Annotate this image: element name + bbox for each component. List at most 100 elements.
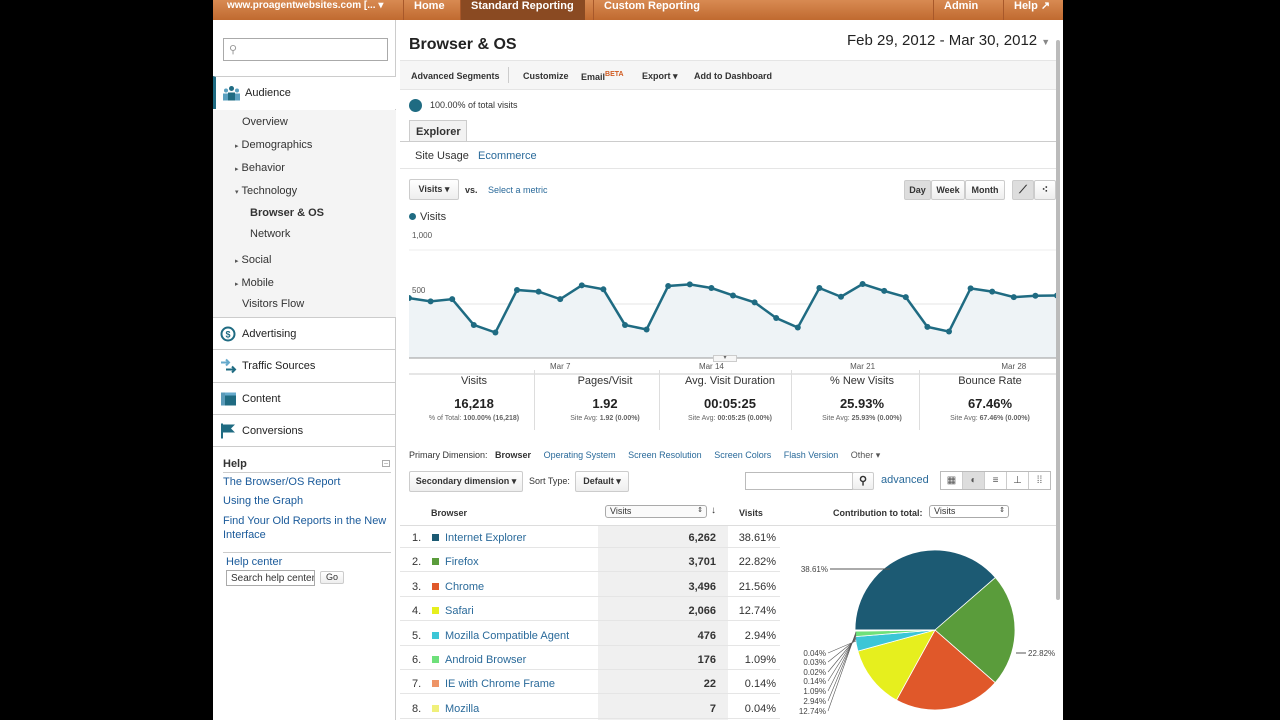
sidebar-item-browser-os[interactable]: Browser & OS (250, 207, 324, 219)
sort-type-dropdown[interactable]: Default ▾ (575, 471, 629, 492)
table-row[interactable]: 2. Firefox 3,701 22.82% (400, 550, 780, 573)
dimension-screen-colors[interactable]: Screen Colors (714, 450, 772, 460)
table-row[interactable]: 7. IE with Chrome Frame 22 0.14% (400, 672, 780, 695)
nav-admin[interactable]: Admin (933, 0, 991, 20)
pie-slice[interactable] (854, 549, 996, 631)
data-point[interactable] (622, 321, 628, 328)
help-link-old-reports[interactable]: Find Your Old Reports in the New Interfa… (223, 515, 387, 541)
nav-custom-reporting[interactable]: Custom Reporting (593, 0, 710, 20)
data-point[interactable] (427, 298, 434, 305)
dimension-screen-resolution[interactable]: Screen Resolution (628, 450, 702, 460)
nav-help[interactable]: Help ↗ (1003, 0, 1060, 20)
data-point[interactable] (578, 282, 585, 289)
sidebar-item-mobile[interactable]: ▸ Mobile (235, 277, 274, 289)
table-search-input[interactable] (745, 472, 853, 490)
pie-view-icon[interactable]: ◐ (963, 472, 985, 489)
browser-link[interactable]: Android Browser (445, 654, 527, 666)
motion-chart-icon[interactable]: ⁖ (1034, 180, 1056, 200)
data-point[interactable] (902, 294, 909, 301)
date-range-picker[interactable]: Feb 29, 2012 - Mar 30, 2012 ▼ (847, 32, 1050, 49)
sort-desc-arrow-icon[interactable]: ↓ (711, 505, 716, 516)
data-point[interactable] (535, 288, 542, 295)
week-button[interactable]: Week (931, 180, 965, 200)
sidebar-item-audience[interactable]: Audience (213, 76, 396, 109)
data-point[interactable] (730, 292, 736, 299)
sidebar-item-social[interactable]: ▸ Social (235, 254, 271, 266)
data-point[interactable] (409, 295, 412, 302)
data-point[interactable] (773, 315, 780, 322)
table-view-icon[interactable]: ▦ (941, 472, 963, 489)
table-row[interactable]: 3. Chrome 3,496 21.56% (400, 575, 780, 597)
nav-home[interactable]: Home (403, 0, 455, 20)
data-point[interactable] (946, 328, 952, 335)
browser-link[interactable]: Mozilla (445, 702, 480, 715)
browser-link[interactable]: IE with Chrome Frame (445, 678, 556, 691)
advanced-filter-link[interactable]: advanced (881, 474, 929, 486)
data-point[interactable] (643, 326, 650, 333)
performance-view-icon[interactable]: ≡ (985, 472, 1007, 489)
sidebar-item-advertising[interactable]: $ Advertising (213, 317, 396, 349)
scrollbar[interactable] (1056, 40, 1060, 600)
sidebar-item-overview[interactable]: Overview (242, 116, 288, 128)
data-point[interactable] (751, 299, 758, 306)
data-point[interactable] (1032, 292, 1039, 299)
contribution-select[interactable]: Visits ⇕ (929, 505, 1009, 518)
data-point[interactable] (514, 286, 520, 293)
email-button[interactable]: EmailBETA (581, 71, 624, 82)
table-row[interactable]: 6. Android Browser 176 1.09% (400, 648, 780, 670)
sidebar-item-traffic-sources[interactable]: Traffic Sources (213, 349, 396, 382)
customize-button[interactable]: Customize (523, 71, 569, 81)
dimension-operating-system[interactable]: Operating System (543, 450, 616, 460)
help-search-input[interactable]: Search help center (226, 570, 315, 586)
browser-link[interactable]: Safari (445, 605, 474, 618)
pie-slice[interactable] (895, 629, 996, 711)
tab-site-usage[interactable]: Site Usage (415, 150, 469, 162)
pie-slice[interactable] (934, 576, 1016, 684)
chart-resize-handle[interactable]: ▾ (713, 355, 737, 362)
pie-slice[interactable] (857, 629, 936, 701)
data-point[interactable] (989, 288, 996, 295)
column-header-browser[interactable]: Browser (431, 508, 468, 518)
table-row[interactable]: 8. Mozilla 7 0.04% (400, 697, 780, 719)
browser-link[interactable]: Mozilla Compatible Agent (445, 629, 570, 642)
tab-ecommerce[interactable]: Ecommerce (478, 150, 537, 162)
dimension-flash-version[interactable]: Flash Version (783, 450, 839, 460)
data-point[interactable] (449, 296, 456, 303)
sidebar-search-input[interactable]: ⚲ (223, 38, 388, 61)
table-row[interactable]: 1. Internet Explorer 6,262 38.61% (400, 526, 780, 548)
data-point[interactable] (686, 281, 693, 288)
sidebar-item-visitors-flow[interactable]: Visitors Flow (242, 298, 305, 310)
browser-link[interactable]: Internet Explorer (445, 532, 527, 544)
data-point[interactable] (492, 329, 499, 336)
dimension-other-dropdown[interactable]: Other ▾ (850, 450, 881, 460)
data-point[interactable] (557, 296, 564, 303)
add-to-dashboard-button[interactable]: Add to Dashboard (694, 71, 772, 81)
day-button[interactable]: Day (904, 180, 931, 200)
nav-standard-reporting[interactable]: Standard Reporting (460, 0, 585, 20)
line-chart-icon[interactable]: ⟋ (1012, 180, 1034, 200)
data-point[interactable] (859, 281, 866, 288)
data-point[interactable] (794, 324, 801, 331)
visits-column-select[interactable]: Visits ⇕ (605, 505, 707, 518)
select-metric-link[interactable]: Select a metric (488, 185, 548, 195)
table-row[interactable]: 4. Safari 2,066 12.74% (400, 599, 780, 622)
collapse-icon[interactable]: − (382, 459, 390, 468)
help-link-using-graph[interactable]: Using the Graph (223, 495, 304, 507)
sidebar-item-network[interactable]: Network (250, 228, 291, 240)
data-point[interactable] (924, 323, 931, 330)
data-point[interactable] (838, 293, 844, 300)
browser-link[interactable]: Firefox (445, 556, 479, 569)
sidebar-item-technology[interactable]: ▾ Technology (235, 185, 297, 197)
data-point[interactable] (816, 285, 823, 292)
data-point[interactable] (881, 287, 888, 294)
sidebar-item-behavior[interactable]: ▸ Behavior (235, 162, 285, 174)
data-point[interactable] (470, 321, 477, 328)
browser-link[interactable]: Chrome (445, 580, 485, 593)
visits-line-chart[interactable]: Mar 7 Mar 14 Mar 21 Mar 28 (409, 225, 1058, 377)
export-button[interactable]: Export ▾ (642, 71, 678, 81)
help-center-link[interactable]: Help center (226, 556, 283, 568)
advanced-segments-button[interactable]: Advanced Segments (411, 71, 500, 81)
tab-explorer[interactable]: Explorer (409, 120, 467, 142)
account-selector[interactable]: www.proagentwebsites.com [... ▾ (227, 0, 384, 11)
month-button[interactable]: Month (965, 180, 1005, 200)
